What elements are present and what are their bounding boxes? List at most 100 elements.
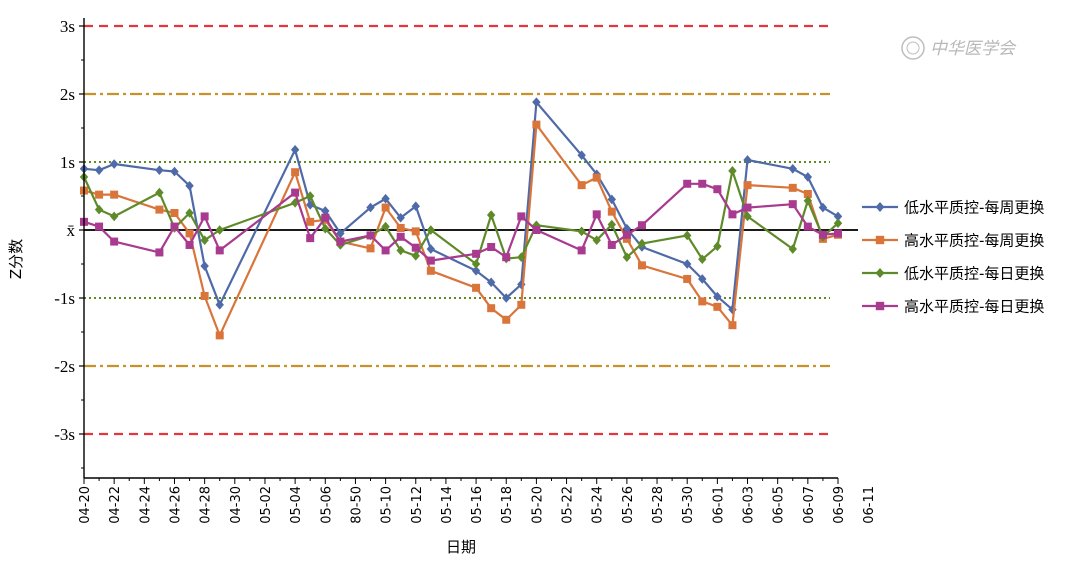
data-point xyxy=(381,221,390,232)
data-point xyxy=(321,223,330,234)
legend-item-0: 低水平质控-每周更换 xyxy=(862,199,1044,217)
data-point xyxy=(728,166,737,176)
data-point xyxy=(713,291,722,302)
x-tick-label-5: 04-30 xyxy=(229,486,244,524)
data-point xyxy=(577,226,586,237)
data-point xyxy=(803,172,813,182)
data-point xyxy=(788,164,797,174)
x-tick-label-4: 04-28 xyxy=(199,486,214,524)
data-point xyxy=(592,210,601,219)
data-point xyxy=(411,243,420,252)
legend-marker xyxy=(875,235,885,245)
data-point xyxy=(502,315,511,324)
x-tick-label-13: 05-16 xyxy=(470,486,485,524)
series-0 xyxy=(79,97,843,315)
x-tick-label-12: 05-14 xyxy=(440,486,455,524)
data-point xyxy=(291,188,300,197)
data-point xyxy=(532,120,541,129)
data-point xyxy=(170,222,179,231)
data-point xyxy=(321,213,330,222)
data-point xyxy=(637,261,646,270)
data-point xyxy=(607,194,616,205)
data-point xyxy=(607,207,616,216)
data-point xyxy=(683,274,692,283)
data-point xyxy=(743,203,752,212)
data-point xyxy=(517,252,526,262)
data-point xyxy=(396,245,405,256)
x-ticks: 04-20 04-22 04-24 04-26 04-28 04-30 05-02 05-04… xyxy=(78,478,877,524)
data-point xyxy=(396,232,405,241)
y-tick-label-3: x̄ xyxy=(67,221,76,240)
legend-marker xyxy=(875,202,885,212)
data-point xyxy=(366,244,375,253)
data-point xyxy=(803,189,812,198)
data-point xyxy=(592,235,601,245)
data-point xyxy=(698,297,707,306)
data-point xyxy=(698,274,707,284)
y-tick-label-5: -2s xyxy=(54,357,75,376)
data-point xyxy=(411,251,420,261)
data-point xyxy=(743,155,752,165)
x-tick-label-23: 06-05 xyxy=(772,486,787,524)
data-point xyxy=(290,144,300,155)
data-point xyxy=(683,179,692,188)
data-point xyxy=(502,253,511,262)
x-tick-label-22: 06-03 xyxy=(742,486,757,524)
data-point xyxy=(426,225,436,235)
data-point xyxy=(170,209,179,217)
x-tick-label-17: 05-24 xyxy=(591,486,606,524)
axes xyxy=(83,18,838,479)
data-point xyxy=(306,234,315,243)
data-point xyxy=(743,211,752,222)
data-point xyxy=(95,190,104,199)
data-point xyxy=(728,210,737,219)
data-point xyxy=(411,201,420,211)
x-tick-label-3: 04-26 xyxy=(168,486,183,524)
data-point xyxy=(637,238,647,249)
data-point xyxy=(426,256,435,265)
data-point xyxy=(200,212,209,221)
data-point xyxy=(728,321,737,330)
data-point xyxy=(818,202,828,213)
data-point xyxy=(109,159,119,169)
y-axis-title: Z分数 xyxy=(7,239,25,279)
legend-label-1: 高水平质控-每周更换 xyxy=(904,232,1044,250)
data-point xyxy=(834,229,842,238)
data-point xyxy=(517,212,526,221)
data-point xyxy=(788,200,797,209)
data-point xyxy=(698,254,707,265)
legend-label-2: 低水平质控-每日更换 xyxy=(904,265,1044,283)
data-point xyxy=(622,234,631,243)
data-point xyxy=(577,246,586,255)
data-point xyxy=(833,218,843,228)
data-point xyxy=(155,248,164,257)
data-point xyxy=(622,230,631,239)
data-point xyxy=(215,300,224,310)
data-point xyxy=(592,173,601,182)
data-point xyxy=(94,165,104,175)
data-point xyxy=(155,187,164,198)
x-tick-label-24: 06-07 xyxy=(802,486,817,524)
x-tick-label-14: 05-18 xyxy=(500,486,515,524)
x-axis-title: 日期 xyxy=(446,538,476,556)
legend-item-3: 高水平质控-每日更换 xyxy=(862,298,1044,316)
legend-marker xyxy=(875,301,885,311)
data-point xyxy=(291,168,300,177)
seal-icon xyxy=(901,36,925,60)
series-line-2 xyxy=(83,169,839,266)
data-point xyxy=(215,246,224,255)
data-point xyxy=(336,237,345,246)
x-tick-label-8: 05-06 xyxy=(319,486,334,524)
data-point xyxy=(486,210,496,220)
data-point xyxy=(788,183,797,192)
data-point xyxy=(517,300,526,309)
data-point xyxy=(290,198,300,208)
series-line-0 xyxy=(83,101,839,311)
x-tick-label-18: 05-26 xyxy=(621,486,636,524)
data-point xyxy=(487,243,496,251)
data-point xyxy=(532,97,541,107)
data-point xyxy=(381,203,390,212)
data-point xyxy=(215,331,224,340)
